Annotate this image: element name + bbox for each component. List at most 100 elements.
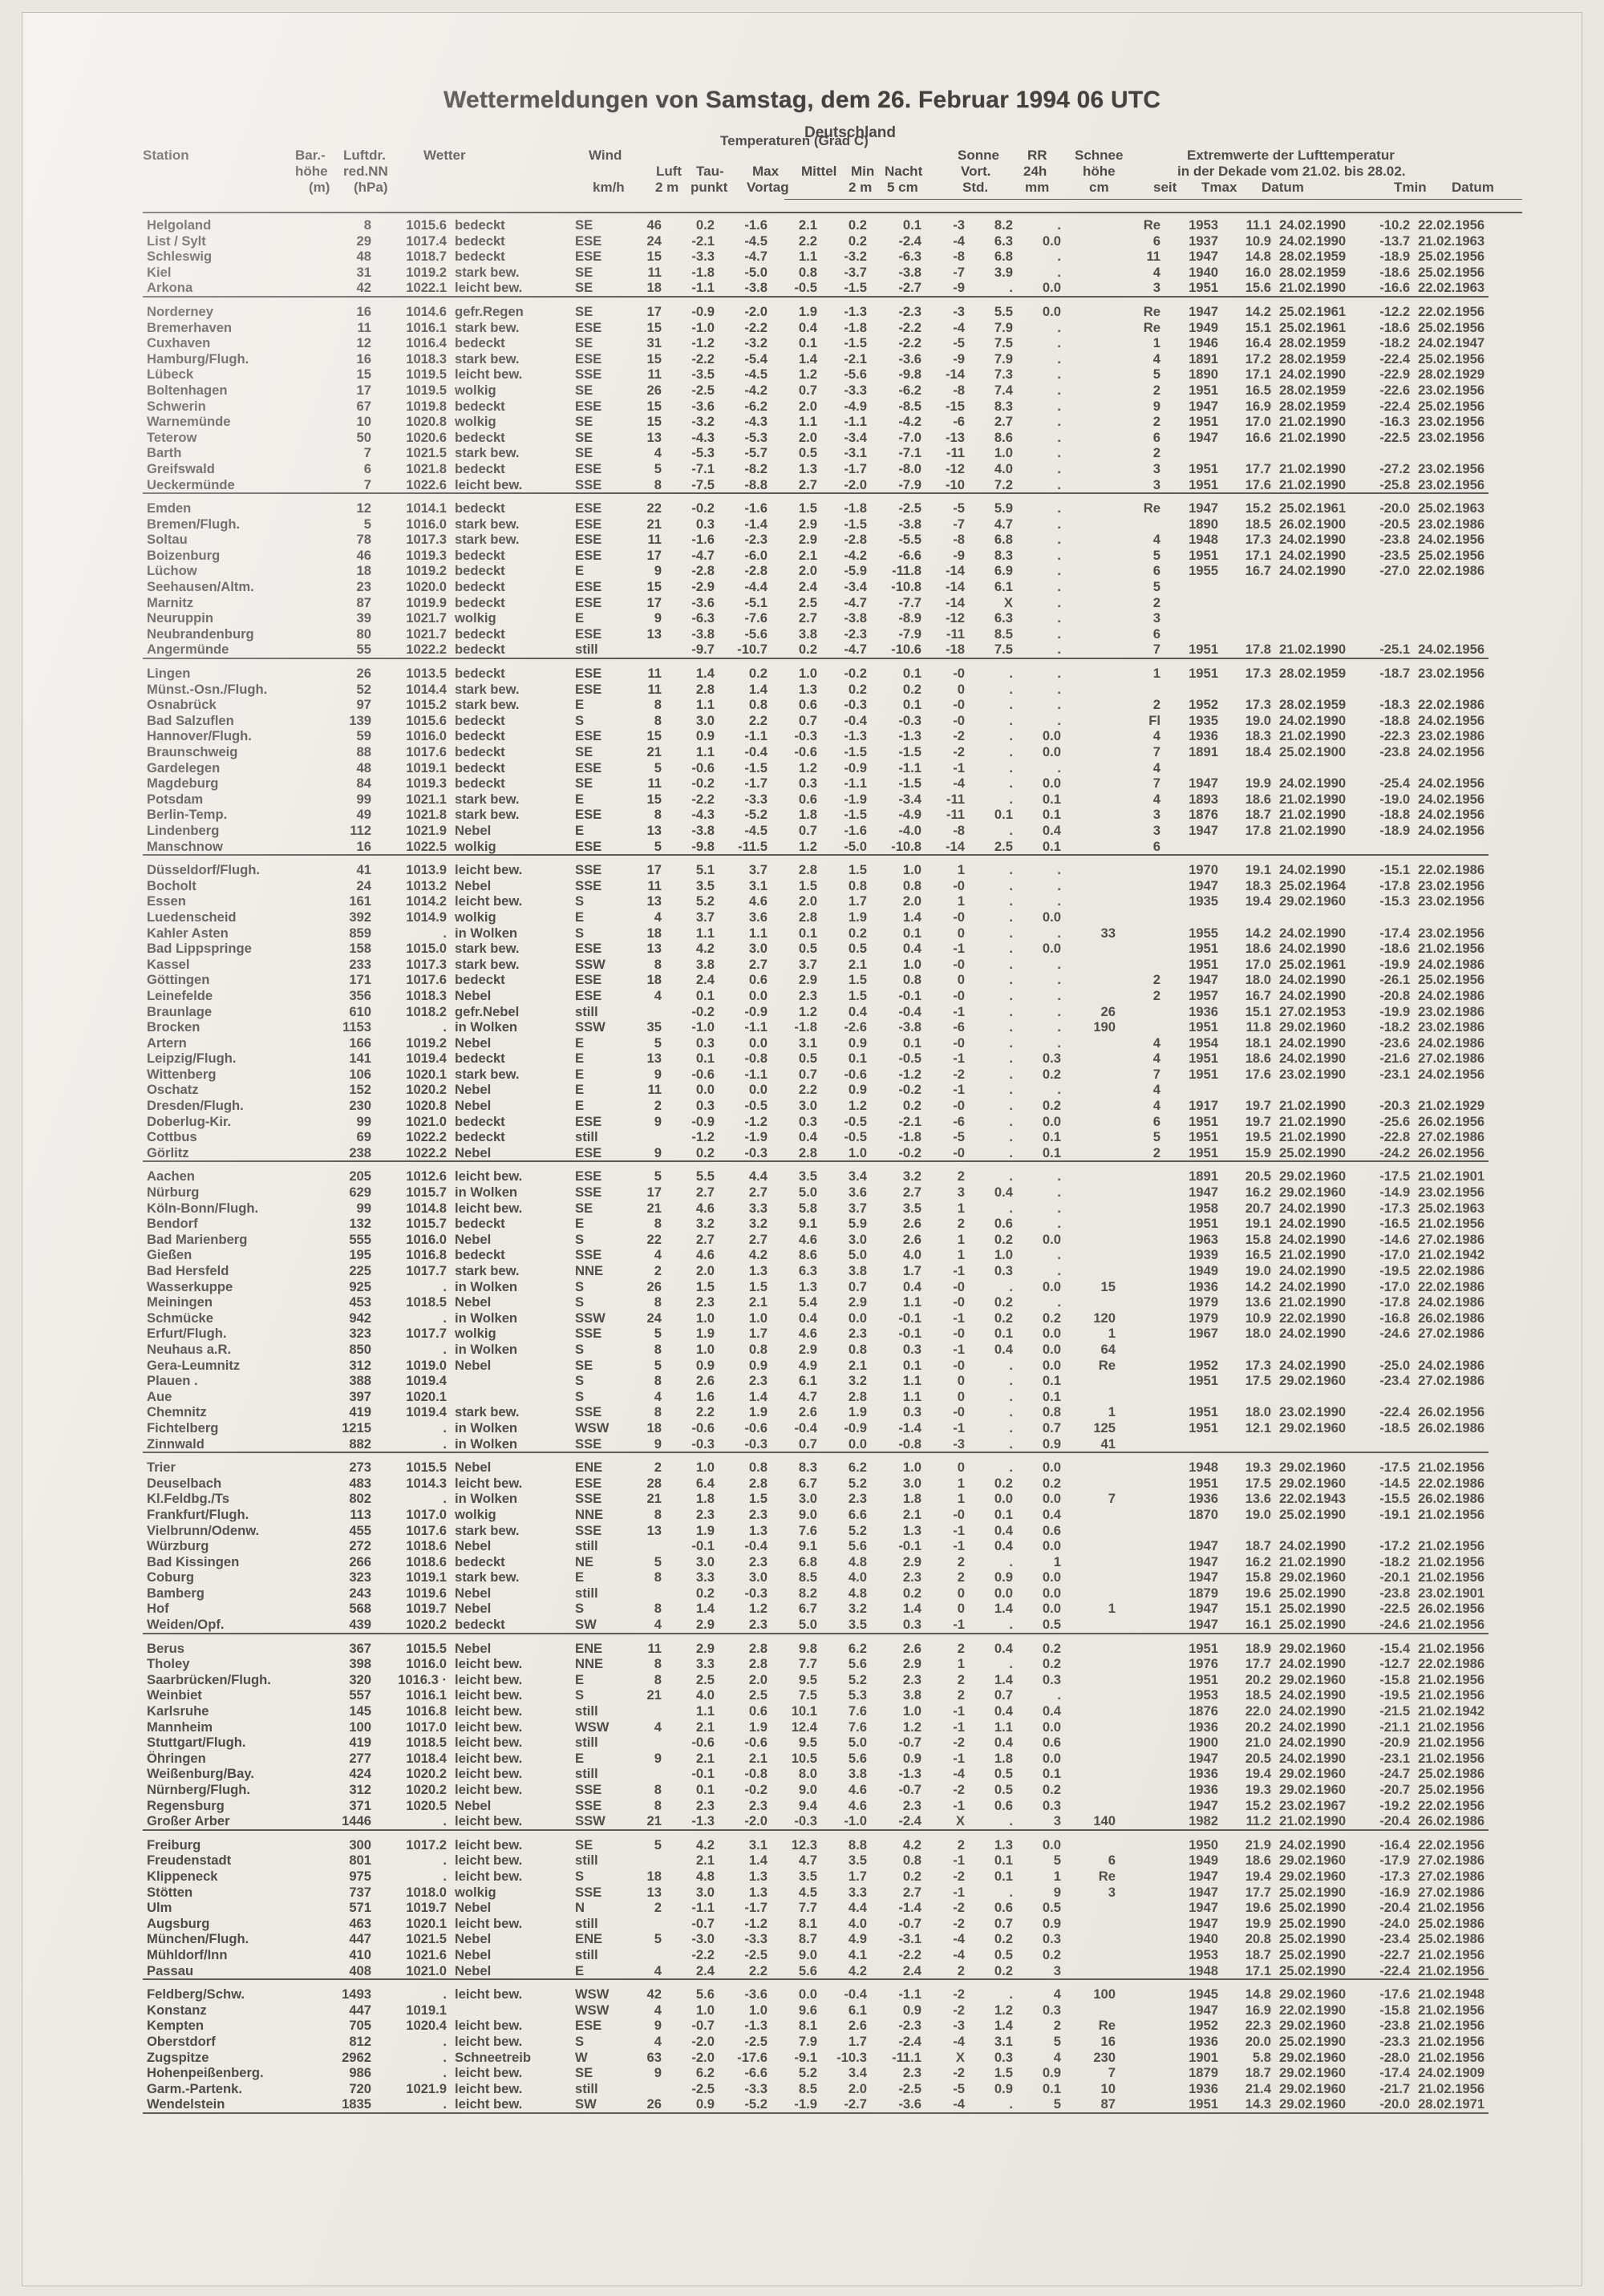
cell-18: 21.02.1990 — [1275, 642, 1351, 660]
cell-3: stark bew. — [455, 1569, 520, 1585]
cell-8: 0.5 — [798, 1051, 817, 1067]
cell-7: -4.5 — [744, 233, 768, 249]
table-row: Seehausen/Altm. 23 1020.0 bedeckt ESE 15 -2.9-… — [143, 579, 1489, 595]
cell-4: SSE — [575, 1184, 602, 1201]
table-row: Ulm 571 1019.7 Nebel N 2 -1.1 -1.7 7.7 4.4 -1.4 -2 0… — [143, 1900, 1489, 1916]
cell-11: -5 — [953, 500, 965, 516]
cell-20: 26.02.1956 — [1418, 1601, 1485, 1617]
cell-19: -17.0 — [1379, 1247, 1411, 1263]
cell-7: -10.7 — [719, 642, 772, 660]
cell-1: 166 — [349, 1035, 371, 1051]
cell-9: 6.1 — [848, 2002, 867, 2018]
cell-8: 8.5 — [798, 1569, 817, 1585]
cell-17: 18.7 — [1245, 2065, 1271, 2081]
cell-station: Klippeneck — [147, 1868, 218, 1884]
cell-13: . — [1057, 1200, 1061, 1216]
cell-3: leicht bew. — [455, 2080, 523, 2096]
cell-19: -17.5 — [1379, 1460, 1411, 1476]
cell-10: -1.1 — [898, 1986, 921, 2002]
cell-8: 0.3 — [798, 775, 817, 792]
cell-6: 2.1 — [695, 1750, 715, 1766]
cell-9: 4.6 — [848, 1782, 867, 1797]
cell-9: 2.1 — [848, 1357, 867, 1373]
cell-6: -3.6 — [691, 398, 715, 414]
header-luftdr-3: (hPa) — [354, 180, 388, 195]
cell-16: 1947 — [1189, 1915, 1218, 1931]
cell-6: -2.2 — [691, 1946, 715, 1962]
cell-16: 1951 — [1189, 1373, 1218, 1389]
cell-4: SSE — [575, 1782, 602, 1797]
cell-5: 13 — [646, 1522, 662, 1538]
table-row: Artern 166 1019.2 Nebel E 5 0.3 0.0 3.1 0.9 0.1 -0.… — [143, 1035, 1489, 1051]
cell-1: 17 — [356, 382, 371, 398]
cell-6: -0.9 — [691, 1113, 715, 1129]
cell-6: 1.1 — [695, 1703, 715, 1719]
cell-7: -2.0 — [744, 303, 768, 319]
cell-19: -25.4 — [1379, 775, 1411, 792]
cell-5: 8 — [654, 1373, 662, 1389]
cell-1: 568 — [349, 1601, 371, 1617]
cell-5: 9 — [654, 563, 662, 579]
cell-3: bedeckt — [455, 1051, 505, 1067]
cell-16 — [1165, 838, 1222, 856]
cell-5: 5 — [654, 1357, 662, 1373]
cell-19: -24.6 — [1350, 1617, 1415, 1634]
table-row: Kiel 31 1019.2 stark bew. SE 11 -1.8 -5.0 0.8 -3.… — [143, 265, 1489, 281]
cell-13: 0.0 — [1042, 775, 1061, 792]
cell-18: 25.02.1990 — [1279, 2033, 1347, 2049]
cell-18 — [1275, 445, 1350, 461]
cell-8: -1.9 — [772, 2096, 821, 2114]
cell-13: 0.7 — [1042, 1419, 1061, 1436]
table-row: Lindenberg 112 1021.9 Nebel E 13 -3.8 -4.5 0.7 -1… — [143, 823, 1489, 839]
cell-6: -0.6 — [691, 1735, 715, 1751]
cell-16: 1935 — [1189, 893, 1218, 909]
cell-12: 7.5 — [994, 335, 1013, 351]
cell-20: 23.02.1956 — [1418, 414, 1485, 430]
cell-18: 24.02.1990 — [1279, 1687, 1347, 1703]
cell-3: stark bew. — [455, 532, 520, 548]
cell-20: 22.02.1986 — [1418, 1475, 1485, 1491]
cell-18: 24.02.1990 — [1279, 1357, 1347, 1373]
cell-18: 25.02.1900 — [1279, 744, 1347, 759]
cell-17: 10.9 — [1245, 233, 1271, 249]
cell-station: Bremerhaven — [147, 319, 233, 335]
cell-15 — [1120, 957, 1165, 973]
cell-18: 25.02.1990 — [1275, 1144, 1351, 1163]
cell-9: -0.6 — [844, 1066, 867, 1082]
cell-12: 5.9 — [994, 500, 1013, 516]
header-bar-hoehe-3: (m) — [309, 180, 330, 195]
cell-3: bedeckt — [455, 728, 505, 744]
cell-5: 17 — [646, 547, 662, 563]
cell-9: 5.3 — [848, 1687, 867, 1703]
cell-15 — [1120, 1279, 1165, 1295]
cell-5: 21 — [646, 1200, 662, 1216]
cell-5: 15 — [646, 398, 662, 414]
cell-15 — [1120, 1703, 1165, 1719]
cell-3: Nebel — [455, 1231, 492, 1247]
cell-19: -17.2 — [1379, 1538, 1411, 1554]
table-row: Aue 397 1020.1 S 4 1.6 1.4 4.7 2.8 1.1 0. 0.1 — [143, 1389, 1489, 1405]
cell-7: 3.0 — [748, 1569, 768, 1585]
cell-15: 2 — [1152, 445, 1160, 461]
cell-16: 1947 — [1189, 303, 1218, 319]
cell-9: -4.2 — [844, 547, 867, 563]
cell-11: -0 — [953, 697, 965, 713]
cell-8: -1.8 — [794, 1019, 817, 1035]
cell-6: 2.9 — [666, 1617, 719, 1634]
cell-1: 195 — [349, 1247, 371, 1263]
cell-5: 9 — [654, 2065, 662, 2081]
cell-16 — [1165, 909, 1222, 925]
cell-6: 1.5 — [695, 1278, 715, 1294]
cell-13: 1 — [1053, 1553, 1061, 1569]
cell-6: -4.3 — [691, 429, 715, 445]
cell-20: 24.02.1956 — [1418, 791, 1485, 807]
cell-15 — [1120, 909, 1165, 925]
cell-15 — [1120, 1247, 1165, 1263]
group-separator — [143, 297, 1489, 304]
cell-12: 6.1 — [994, 579, 1013, 595]
cell-12: . — [1009, 1278, 1013, 1294]
cell-20 — [1414, 909, 1489, 925]
cell-12: . — [1009, 1019, 1013, 1035]
cell-15: Re — [1143, 319, 1160, 335]
cell-16: 1951 — [1189, 1404, 1218, 1420]
